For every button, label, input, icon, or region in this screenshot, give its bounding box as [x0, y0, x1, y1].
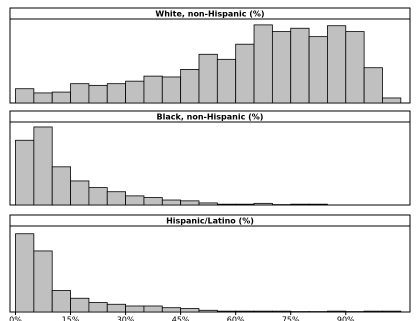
bar [271, 310, 292, 313]
bar [106, 191, 126, 206]
bar [235, 310, 255, 313]
bar [15, 88, 35, 104]
bar [235, 43, 255, 104]
bar [125, 80, 145, 104]
bar [106, 83, 126, 104]
bar [198, 202, 218, 206]
panel-title: Black, non-Hispanic (%) [157, 113, 264, 122]
x-tick-label: 60% [227, 316, 245, 321]
bar [88, 187, 108, 206]
bar [235, 203, 255, 206]
bar [161, 307, 182, 313]
bar [125, 305, 145, 313]
bar [253, 24, 273, 104]
bar [308, 203, 328, 206]
bar [51, 290, 71, 313]
bar [308, 36, 328, 104]
x-tick-label: 75% [282, 316, 300, 321]
bar [290, 203, 310, 206]
plot-frame [9, 225, 411, 313]
bar [363, 67, 383, 104]
bar [33, 92, 53, 104]
bar [180, 200, 200, 206]
bar [327, 25, 347, 104]
bar [33, 250, 53, 313]
bar [198, 309, 218, 313]
bar [15, 233, 35, 313]
bar [143, 75, 163, 104]
bar [70, 180, 90, 206]
bar [88, 302, 108, 313]
panel-title: Hispanic/Latino (%) [166, 217, 254, 226]
bar [180, 308, 200, 313]
bar [216, 58, 237, 104]
bar [88, 84, 108, 104]
bar [216, 203, 237, 206]
bar [216, 310, 237, 313]
bar [271, 31, 292, 104]
bar [106, 303, 126, 313]
panel-title: White, non-Hispanic (%) [155, 10, 264, 19]
bar [363, 310, 383, 313]
x-tick-label: 15% [62, 316, 80, 321]
bar [253, 310, 273, 313]
bar [70, 83, 90, 104]
bar [15, 139, 35, 206]
bar [345, 31, 365, 104]
bar [382, 310, 402, 313]
bar [290, 27, 310, 104]
bar [143, 305, 163, 313]
bar [51, 166, 71, 206]
bar [382, 97, 402, 104]
bar [125, 195, 145, 206]
bar [33, 126, 53, 206]
bar [253, 202, 273, 206]
bar [51, 91, 71, 104]
x-tick-label: 30% [117, 316, 135, 321]
x-tick-label: 90% [337, 316, 355, 321]
x-tick-label: 45% [172, 316, 190, 321]
bar [161, 199, 182, 206]
bar [327, 310, 347, 313]
x-tick-label: 0% [9, 316, 22, 321]
bar [143, 197, 163, 206]
bar [70, 297, 90, 313]
bar [161, 76, 182, 104]
bar [198, 53, 218, 104]
bar [180, 69, 200, 104]
